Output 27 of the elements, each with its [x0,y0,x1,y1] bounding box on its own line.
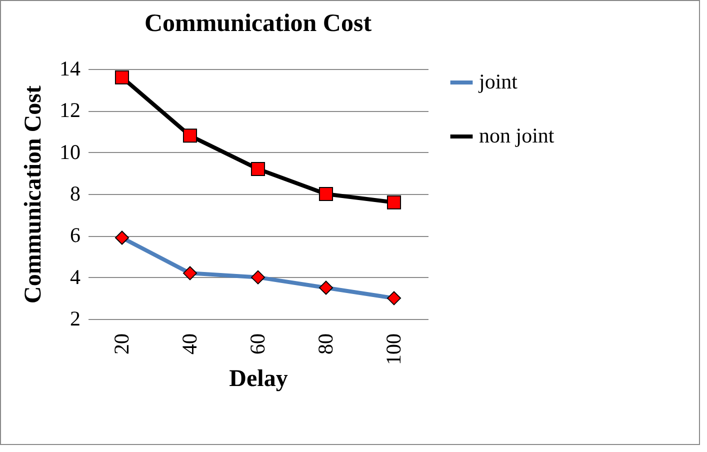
y-tick-label: 4 [70,264,81,289]
x-tick-label: 60 [246,334,270,354]
chart-title: Communication Cost [144,10,372,37]
point [114,70,130,84]
x-tick-label: 100 [382,334,406,365]
y-tick-label: 14 [60,56,81,80]
x-tick-label: 20 [110,334,134,354]
point [182,128,198,143]
y-tick-label: 2 [70,306,80,330]
y-axis-title: Communication Cost [20,85,46,304]
x-tick-label: 40 [178,334,202,354]
point [182,266,198,280]
x-axis-title: Delay [229,366,288,392]
point [318,280,334,295]
point [318,186,334,202]
y-tick-label: 10 [60,140,80,164]
y-tick-label: 6 [70,223,80,248]
point [250,270,266,284]
legend-label: non joint [479,124,554,148]
y-tick-label: 8 [70,182,80,206]
point [386,291,402,306]
y-tick-label: 12 [60,98,80,122]
legend-label: joint [478,70,518,94]
x-tick-label: 80 [314,334,338,354]
point [114,230,130,245]
point [386,195,402,210]
point [250,162,266,176]
